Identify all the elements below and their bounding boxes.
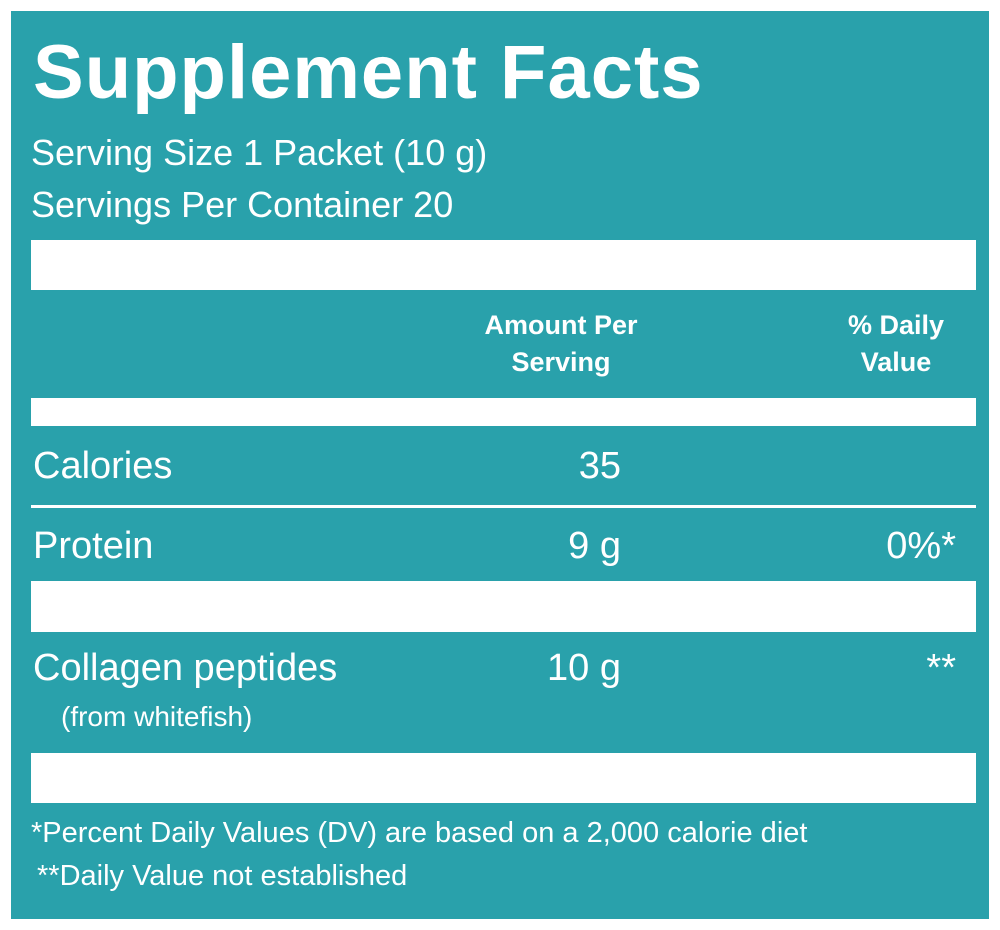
protein-amount: 9 g (568, 525, 621, 567)
amount-header-line2: Serving (511, 347, 611, 377)
footnote-dv-not-established: **Daily Value not established (37, 860, 408, 892)
label-panel: Supplement Facts Serving Size 1 Packet (… (11, 11, 989, 919)
protein-name: Protein (33, 525, 154, 567)
divider-rule (31, 505, 976, 508)
label-title: Supplement Facts (33, 30, 704, 115)
protein-daily-value: 0%* (886, 525, 956, 567)
collagen-daily-value: ** (926, 647, 956, 689)
dv-header-line2: Value (860, 347, 932, 377)
footnote-percent-dv: *Percent Daily Values (DV) are based on … (31, 817, 808, 849)
collagen-amount: 10 g (547, 647, 621, 689)
divider-bar-middle (31, 581, 976, 632)
servings-per-container: Servings Per Container 20 (31, 184, 454, 225)
divider-bar-bottom (31, 753, 976, 803)
serving-size: Serving Size 1 Packet (10 g) (31, 132, 488, 173)
divider-bar-header (31, 398, 976, 426)
collagen-source-note: (from whitefish) (61, 701, 253, 732)
amount-per-serving-header: Amount Per Serving (441, 307, 681, 381)
collagen-name: Collagen peptides (33, 647, 338, 689)
daily-value-header: % Daily Value (811, 307, 981, 381)
calories-name: Calories (33, 445, 173, 487)
divider-bar-top (31, 240, 976, 290)
amount-header-line1: Amount Per (484, 310, 638, 340)
dv-header-line1: % Daily (847, 310, 945, 340)
calories-amount: 35 (578, 445, 621, 487)
